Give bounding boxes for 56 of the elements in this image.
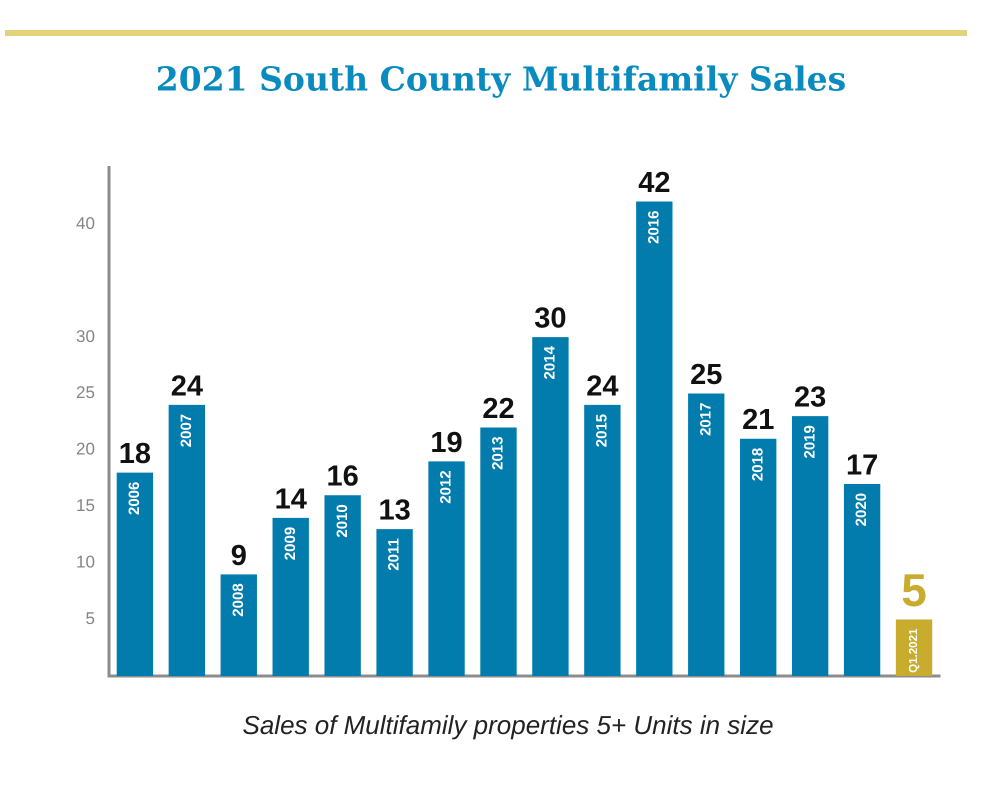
text: Sales of Multifamily properties 5+ Units in size (242, 710, 774, 740)
data-label: 25 (690, 359, 722, 392)
y-tick-label: 40 (76, 214, 95, 233)
bar (844, 484, 880, 676)
chart-title: 2021 South County Multifamily Sales (156, 59, 846, 98)
bar (428, 461, 465, 676)
bar (480, 427, 517, 676)
bar (168, 404, 206, 676)
y-tick-label: 10 (76, 552, 95, 572)
data-label: 13 (378, 494, 411, 527)
data-label: 23 (794, 382, 826, 414)
x-tick-label: 2007 (178, 414, 195, 448)
y-tick-label: 5 (85, 609, 95, 628)
x-tick-label: Q1.2021 (908, 628, 920, 673)
bar (376, 529, 413, 676)
data-label: 17 (846, 449, 878, 482)
y-tick-label: 20 (76, 440, 95, 459)
bar (740, 438, 776, 676)
bar (688, 394, 724, 676)
data-label: 21 (742, 404, 774, 436)
data-label: 19 (430, 426, 463, 459)
x-tick-label: 2019 (801, 425, 818, 459)
x-tick-label: 2011 (386, 538, 403, 571)
data-label: 5 (901, 564, 927, 616)
x-tick-label: 2012 (438, 470, 455, 504)
bar (116, 472, 154, 676)
y-tick-label: 15 (76, 496, 95, 516)
data-label: 22 (482, 392, 515, 425)
bar (220, 574, 257, 676)
data-label: 24 (170, 370, 203, 402)
data-label: 24 (586, 370, 618, 402)
data-label: 9 (230, 540, 247, 572)
bar (324, 495, 361, 676)
x-tick-label: 2014 (542, 345, 559, 380)
x-tick-label: 2017 (697, 402, 714, 436)
data-label: 18 (118, 438, 152, 470)
x-tick-label: 2008 (230, 583, 247, 617)
y-tick-label: 25 (76, 383, 95, 402)
y-tick-label: 30 (76, 326, 95, 346)
x-tick-label: 2010 (334, 504, 351, 538)
data-label: 30 (534, 302, 567, 335)
x-tick-label: 2013 (490, 436, 507, 470)
x-tick-label: 2018 (749, 448, 766, 482)
x-tick-label: 2015 (594, 414, 611, 448)
x-tick-label: 2006 (126, 482, 144, 516)
data-label: 16 (326, 460, 359, 493)
bar (532, 337, 569, 676)
bar (584, 404, 621, 676)
x-tick-label: 2009 (282, 526, 299, 560)
x-tick-label: 2020 (853, 492, 870, 526)
x-tick-label: 2016 (645, 210, 662, 244)
data-label: 14 (274, 483, 307, 516)
bar (636, 201, 672, 676)
data-label: 42 (638, 166, 670, 199)
bar (792, 416, 828, 676)
bar (272, 518, 309, 676)
